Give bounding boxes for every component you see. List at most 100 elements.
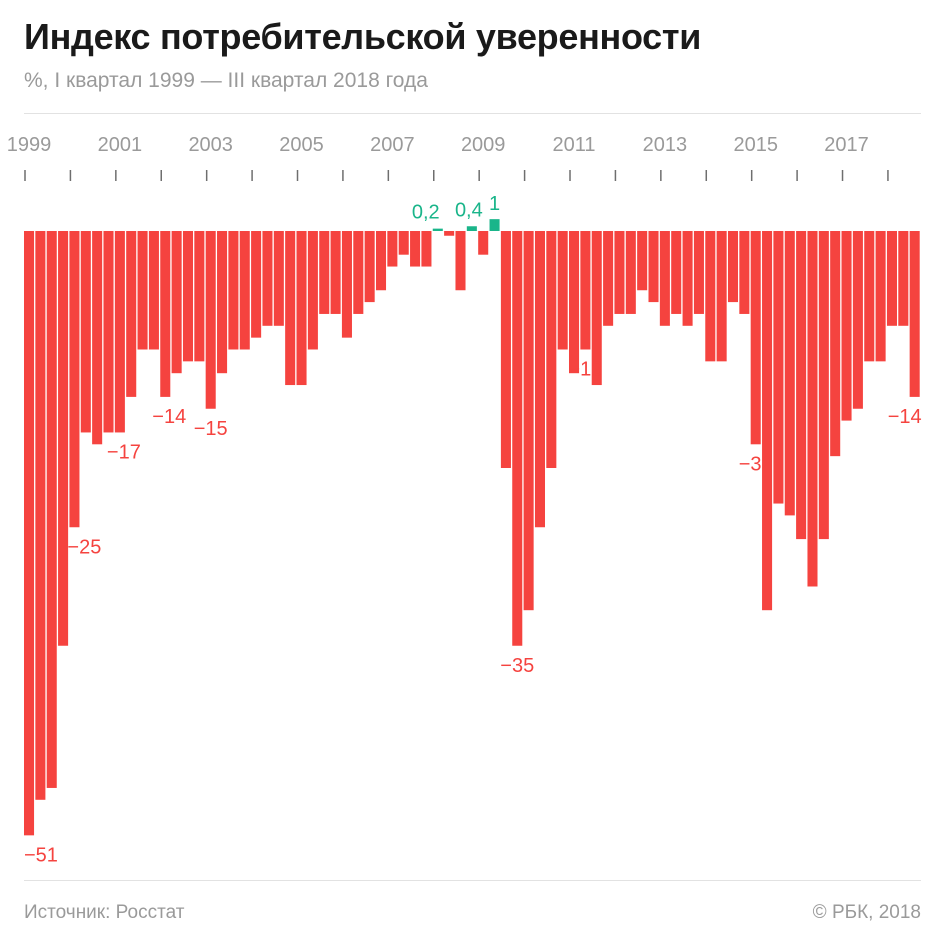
bar-1999-q3: [46, 231, 57, 788]
data-label: −13: [568, 359, 602, 381]
bar-2016-q4: [830, 231, 841, 457]
data-labels: −51 −25 −17 −14 −15 0,2 0,4 1 −35 −13 −32 −14: [24, 193, 922, 866]
bar-2007-q3: [410, 231, 421, 267]
bar-2006-q4: [375, 231, 387, 291]
bar-2016-q1: [796, 231, 807, 540]
bar-2013-q1: [659, 231, 670, 326]
bar-2008-q1: [432, 228, 443, 231]
source-note: Источник: Росстат: [24, 902, 185, 923]
bar-2007-q1: [387, 231, 398, 267]
bar-2004-q1: [251, 231, 262, 338]
data-label: −32: [739, 453, 773, 475]
bar-2015-q2: [762, 231, 773, 611]
bar-2004-q3: [273, 231, 284, 326]
bar-2002-q4: [194, 231, 205, 362]
bar-2010-q4: [557, 231, 568, 350]
x-axis: 1999 2001 2003 2005 2007 2009 2011 2013 2015 2017: [7, 134, 889, 181]
data-label: −51: [24, 844, 58, 866]
bar-2016-q3: [818, 231, 829, 540]
data-label: 1: [489, 193, 500, 215]
copyright-note: © РБК, 2018: [812, 902, 921, 923]
bar-2009-q4: [512, 231, 523, 646]
bar-2014-q4: [739, 231, 750, 314]
bar-2005-q2: [307, 231, 318, 350]
bar-2011-q3: [591, 231, 602, 386]
data-label: −14: [888, 406, 922, 428]
bar-2003-q3: [228, 231, 239, 350]
bar-2011-q1: [569, 231, 580, 374]
bar-2017-q1: [841, 231, 852, 421]
bar-2017-q2: [852, 231, 863, 409]
bar-2012-q1: [614, 231, 625, 314]
bar-2017-q4: [875, 231, 886, 362]
bar-2006-q3: [364, 231, 375, 303]
x-tick-label: 2001: [98, 134, 143, 156]
bar-2003-q1: [205, 231, 216, 409]
x-tick-label: 2009: [461, 134, 506, 156]
bar-2014-q2: [716, 231, 727, 362]
data-label: −35: [500, 655, 534, 677]
bar-2015-q4: [784, 231, 795, 516]
bar-2010-q2: [534, 231, 545, 528]
bar-2008-q3: [455, 231, 466, 291]
bar-2005-q4: [330, 231, 341, 314]
bar-2009-q3: [500, 231, 511, 468]
data-label: −17: [107, 441, 141, 463]
bar-1999-q1: [24, 231, 35, 836]
bar-2012-q2: [625, 231, 636, 314]
bar-2012-q3: [637, 231, 648, 291]
bar-2013-q2: [671, 231, 682, 314]
bar-2011-q4: [603, 231, 614, 326]
data-label: −15: [194, 418, 228, 440]
x-tick-label: 2005: [279, 134, 324, 156]
bar-2014-q3: [727, 231, 739, 303]
bar-2013-q4: [693, 231, 704, 314]
bar-2002-q1: [160, 231, 171, 397]
bar-2007-q2: [398, 231, 409, 255]
bar-1999-q4: [58, 231, 69, 646]
bar-2000-q3: [92, 231, 103, 445]
bar-2004-q4: [285, 231, 296, 386]
bar-2003-q4: [239, 231, 250, 350]
bar-2003-q2: [217, 231, 228, 374]
bar-2018-q1: [886, 231, 897, 326]
x-tick-label: 2007: [370, 134, 415, 156]
x-tick-label: 2003: [188, 134, 233, 156]
bar-2015-q3: [773, 231, 784, 504]
bar-2002-q3: [182, 231, 194, 362]
bars: [24, 219, 920, 836]
bar-2013-q3: [682, 231, 693, 326]
bar-2001-q3: [137, 231, 148, 350]
bar-2000-q2: [80, 231, 91, 433]
top-divider: [24, 113, 921, 114]
bar-2000-q1: [69, 231, 80, 528]
data-label: 0,4: [455, 199, 483, 221]
x-tick-label: 2017: [824, 134, 869, 156]
bar-2006-q1: [341, 231, 352, 338]
x-tick-label: 2013: [643, 134, 688, 156]
bar-2005-q1: [296, 231, 307, 386]
bar-2011-q2: [580, 231, 591, 350]
bar-2014-q1: [705, 231, 716, 362]
x-tick-label: 2015: [733, 134, 778, 156]
bar-2007-q4: [421, 231, 432, 267]
x-tick-label: 1999: [7, 134, 52, 156]
bar-2004-q2: [262, 231, 273, 326]
bar-2015-q1: [750, 231, 761, 445]
bar-2009-q1: [478, 231, 489, 255]
bar-2010-q3: [546, 231, 557, 468]
bar-2008-q2: [444, 231, 455, 236]
chart-title: Индекс потребительской уверенности: [24, 16, 702, 57]
x-tick-label: 2011: [553, 134, 596, 156]
bar-2010-q1: [523, 231, 534, 611]
bar-2018-q3: [909, 231, 920, 397]
bar-2006-q2: [353, 231, 364, 314]
bar-2017-q3: [864, 231, 875, 362]
bar-2018-q2: [898, 231, 909, 326]
data-label: −14: [152, 406, 186, 428]
bar-2001-q2: [126, 231, 137, 397]
bar-2016-q2: [807, 231, 818, 587]
chart-subtitle: %, I квартал 1999 — III квартал 2018 год…: [24, 69, 428, 92]
bottom-divider: [24, 880, 921, 881]
